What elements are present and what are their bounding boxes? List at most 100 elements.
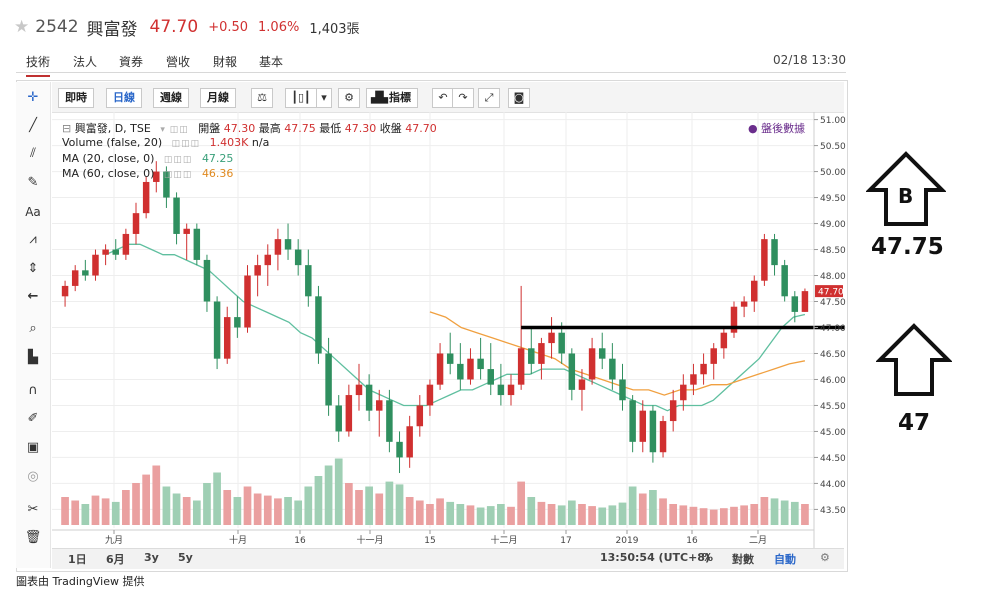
legend-controls-icon[interactable]: ▾ ◫◫ [160,125,189,135]
low-label: 最低 [319,122,342,135]
brush-icon[interactable]: ✎ [27,175,39,190]
lower-value-label: 47 [898,410,931,436]
interval-weekly-button[interactable]: 週線 [153,88,189,108]
interval-monthly-button[interactable]: 月線 [200,88,236,108]
eye-icon[interactable]: ◎ [27,469,39,484]
candle-body [629,400,636,442]
settings-gear-icon[interactable]: ⚙ [820,551,830,564]
volume-bar [274,498,282,525]
candle-body [669,400,677,422]
range-3y-button[interactable]: 3y [144,551,159,564]
legend-volume: Volume (false, 20) ◫◫◫ 1.403K n/a [62,136,269,149]
volume-bar [405,497,414,525]
ma60-controls-icon[interactable]: ◫◫◫ [163,170,193,180]
lock-icon[interactable]: ▣ [26,440,40,455]
price-tick-label: 43.50 [820,506,846,516]
range-1d-button[interactable]: 1日 [68,553,87,566]
tab-basic[interactable]: 基本 [259,55,284,69]
trash-icon[interactable]: 🗑 [24,530,42,545]
time-tick-label: 九月 [105,535,123,546]
collapse-icon[interactable]: ⊟ [62,122,72,135]
candle-body [751,280,758,302]
candle-body [680,384,687,401]
price-tick-label: 45.50 [820,402,846,412]
after-hours-text: 盤後數據 [761,122,806,135]
range-6m-button[interactable]: 6月 [106,553,125,566]
chart-toolbar: 即時 日線 週線 月線 ⚖ ┃▯┃ ▾ ⚙ ▟▙ 指標 ↶ ↷ ⤢ ◙ [52,82,844,113]
volume-bar [476,507,485,525]
candle-body [761,239,768,281]
trade-volume: 1,403張 [309,21,360,37]
percent-button[interactable]: % [702,551,714,564]
undo-icon[interactable]: ↶ [432,88,454,108]
volume-bar [628,486,637,525]
volume-bar [669,504,678,525]
tab-financials[interactable]: 財報 [213,55,238,69]
volume-bar [720,508,728,525]
chart-type-icon[interactable]: ┃▯┃ [285,88,317,108]
favorite-star-icon[interactable]: ★ [14,17,30,37]
candle-body [609,358,616,380]
volume-bar [608,505,617,525]
price-chart[interactable]: 51.00 50.50 50.00 49.50 49.00 48.50 48.00 47.50… [52,112,846,548]
zoom-icon[interactable]: ⌕ [29,321,37,336]
redo-icon[interactable]: ↷ [452,88,474,108]
volume-bar [689,506,698,525]
volume-bar [527,497,536,525]
range-5y-button[interactable]: 5y [178,551,193,564]
volume-bar [233,497,242,525]
volume-bar [182,497,191,525]
trendline-icon[interactable]: ╱ [29,118,37,133]
candle-body [558,332,565,354]
back-arrow-icon[interactable]: ← [27,289,39,304]
fullscreen-icon[interactable]: ⤢ [478,88,500,108]
candle-body [487,369,494,385]
time-tick-label: 15 [424,536,435,546]
ma20-controls-icon[interactable]: ◫◫◫ [163,155,193,165]
candle-body [376,400,383,411]
settings-gear-icon[interactable]: ⚙ [338,88,360,108]
candle-body [122,233,130,255]
price-axis: 51.00 50.50 50.00 49.50 49.00 48.50 48.00 47.50… [813,112,846,548]
volume-bar [740,505,748,525]
lower-arrow-icon [876,323,952,396]
pattern-icon[interactable]: ⩘ [29,232,37,247]
time-tick-label: 2019 [616,536,639,546]
pencil-icon[interactable]: ✐ [27,411,39,426]
measure-icon[interactable]: ⇕ [27,261,39,276]
tab-institutional[interactable]: 法人 [73,55,98,69]
candle-body [305,265,312,297]
volume-bar [122,490,130,525]
candle-body [234,317,241,328]
candle-body [193,228,201,260]
log-scale-button[interactable]: 對數 [732,553,754,566]
candle-body [507,384,515,396]
crosshair-icon[interactable]: ✛ [27,90,39,105]
magnet-icon[interactable]: ∩ [28,383,38,398]
text-tool-icon[interactable]: Aa [25,205,41,219]
auto-scale-button[interactable]: 自動 [774,553,796,566]
chevron-down-icon[interactable]: ▾ [316,88,332,108]
tab-revenue[interactable]: 營收 [166,55,191,69]
camera-icon[interactable]: ◙ [508,88,530,108]
interval-daily-button[interactable]: 日線 [106,88,142,108]
volume-bar [679,505,688,525]
compare-icon[interactable]: ⚖ [251,88,273,108]
after-hours-label[interactable]: ● 盤後數據 [748,122,806,135]
volume-bar [365,486,373,525]
indicators-button[interactable]: ▟▙ 指標 [366,88,418,108]
candle-body [588,348,596,380]
fib-icon[interactable]: ⫽ [30,146,36,161]
tools-icon[interactable]: ✂ [27,502,39,517]
volume-controls-icon[interactable]: ◫◫◫ [171,139,201,149]
interval-realtime-button[interactable]: 即時 [58,88,94,108]
volume-bar [649,490,657,525]
ma60-line [429,311,806,396]
volume-bar [760,497,769,525]
time-tick-label: 16 [294,536,306,546]
tab-margin[interactable]: 資券 [119,55,144,69]
ruler-icon[interactable]: ▙ [28,350,38,365]
volume-bar [253,493,262,525]
tab-technical[interactable]: 技術 [26,53,51,77]
volume-bar [263,495,272,525]
